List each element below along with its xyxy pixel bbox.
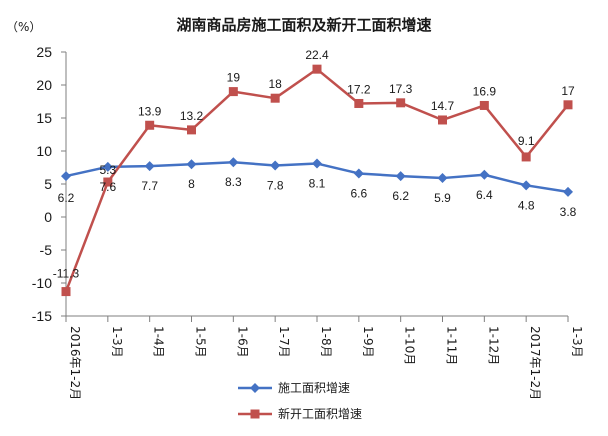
y-tick-label: -10 [32, 275, 52, 291]
data-point [312, 158, 322, 169]
data-label: 8.3 [225, 175, 242, 189]
data-point [479, 100, 489, 110]
x-tick-label: 1-7月 [277, 326, 291, 358]
x-tick-label: 1-4月 [152, 326, 166, 358]
data-point [563, 100, 573, 110]
legend-item: 施工面积增速 [238, 381, 350, 395]
legend-item: 新开工面积增速 [238, 406, 362, 421]
data-point [270, 160, 281, 171]
x-tick-label: 1-6月 [235, 326, 249, 358]
y-tick-label: 20 [36, 77, 52, 93]
data-point [144, 161, 155, 172]
data-label: 17.2 [347, 82, 371, 96]
data-label: 7.7 [141, 179, 158, 193]
data-point [187, 125, 196, 135]
data-point [228, 157, 239, 168]
data-label: 6.6 [350, 186, 367, 200]
data-label: 16.9 [473, 84, 497, 98]
x-tick-label: 1-11月 [445, 326, 459, 365]
data-point [479, 169, 490, 180]
data-point [61, 287, 71, 297]
y-tick-label: 0 [44, 209, 52, 225]
series-new-start-area [61, 64, 573, 297]
data-point [186, 159, 197, 170]
y-tick-label: 25 [36, 44, 52, 60]
x-tick-label: 2017年1-2月 [528, 326, 542, 400]
y-axis: 25 20 15 10 5 0 -5 -10 -15 [32, 44, 67, 324]
data-label: 6.2 [392, 189, 409, 203]
y-tick-label: 5 [44, 176, 52, 192]
data-point [521, 152, 531, 162]
y-tick-label: -5 [40, 242, 53, 258]
x-tick-label: 1-12月 [486, 326, 500, 365]
legend-marker [250, 409, 260, 419]
chart-title: 湖南商品房施工面积及新开工面积增速 [176, 16, 431, 34]
data-point [103, 177, 113, 187]
data-label: 4.8 [518, 198, 535, 212]
data-label: 5.3 [99, 163, 116, 177]
data-point [438, 115, 447, 125]
data-point [61, 171, 71, 182]
y-tick-label: 10 [36, 143, 52, 159]
y-tick-label: -15 [32, 308, 52, 324]
data-label: 22.4 [305, 48, 329, 62]
data-label: 8.1 [309, 177, 326, 191]
data-label: 3.8 [560, 205, 577, 219]
data-point [354, 98, 364, 108]
x-tick-label: 1-8月 [319, 326, 333, 358]
data-point [563, 186, 573, 197]
series-construction-area [61, 157, 573, 197]
data-label: 13.2 [180, 109, 204, 123]
data-point [396, 98, 406, 108]
data-label: -11.3 [53, 267, 80, 281]
x-tick-label: 1-9月 [361, 326, 375, 358]
legend-label: 施工面积增速 [278, 381, 350, 395]
x-tick-label: 2016年1-2月 [68, 326, 82, 400]
legend-label: 新开工面积增速 [278, 406, 362, 421]
data-label: 5.9 [434, 191, 451, 205]
data-label: 19 [227, 71, 241, 85]
x-tick-label: 1-5月 [194, 326, 208, 358]
y-tick-label: 15 [36, 110, 52, 126]
data-point [270, 93, 280, 103]
series-layer [61, 64, 573, 297]
data-point [353, 168, 364, 179]
data-point [312, 64, 322, 74]
data-point [102, 161, 113, 172]
data-point [395, 171, 406, 182]
data-label: 9.1 [518, 134, 535, 148]
data-label: 17 [561, 84, 575, 98]
data-point [437, 173, 448, 184]
data-point [145, 120, 155, 130]
data-label: 7.6 [99, 180, 116, 194]
data-label: 8 [188, 177, 195, 191]
data-label: 17.3 [389, 82, 413, 96]
x-tick-label: 1-3月 [110, 326, 124, 358]
data-label: 6.4 [476, 188, 493, 202]
data-label: 18 [268, 77, 282, 91]
x-tick-label: 1-10月 [403, 326, 417, 365]
data-point [228, 87, 238, 97]
x-axis: 2016年1-2月 1-3月 1-4月 1-5月 1-6月 1-7月 1-8月 1-9月 1-1… [65, 315, 584, 400]
data-point [521, 180, 532, 191]
data-label: 14.7 [431, 99, 455, 113]
data-labels: 6.2 7.6 7.7 8 8.3 7.8 8.1 6.6 6.2 5.9 6.4 4.8 3.8 -11… [53, 48, 577, 280]
data-label: 6.2 [58, 191, 75, 205]
data-label: 13.9 [138, 104, 162, 118]
legend-marker [250, 383, 260, 393]
y-axis-unit: （%） [6, 20, 41, 34]
data-label: 7.8 [267, 179, 284, 193]
x-tick-label: 1-3月 [570, 326, 584, 358]
